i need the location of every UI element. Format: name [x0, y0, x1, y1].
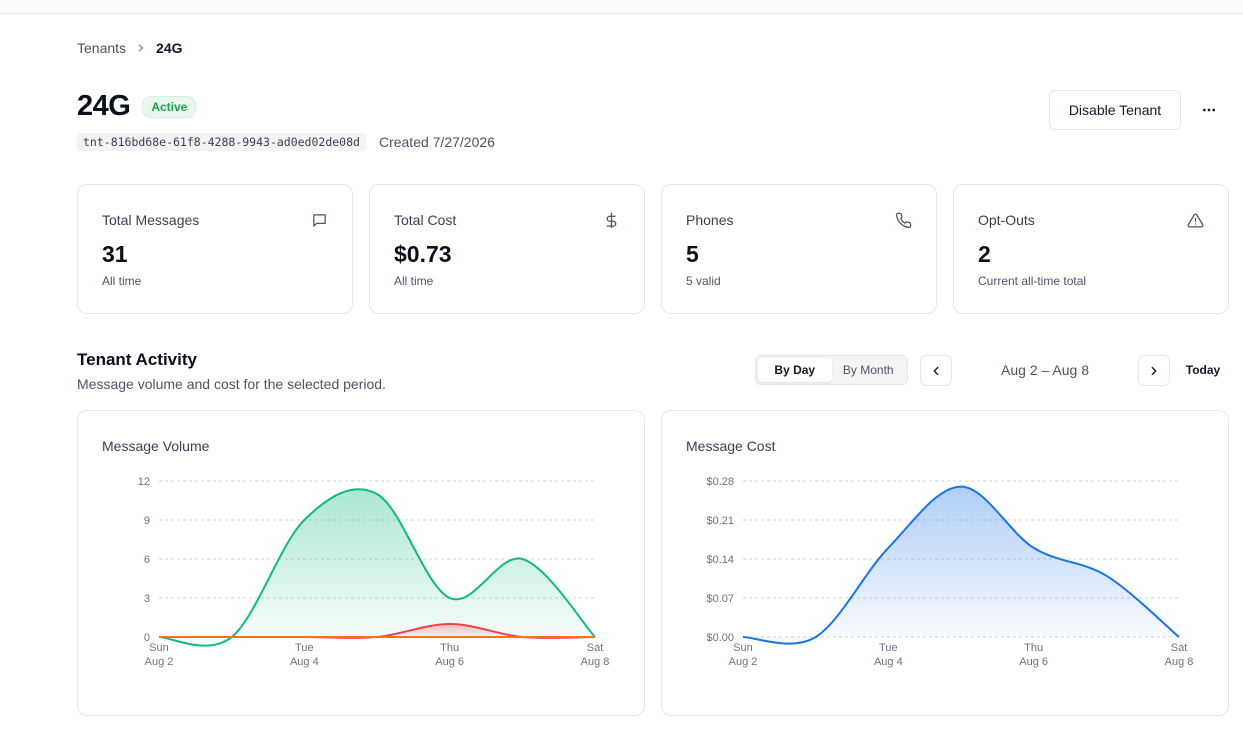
y-tick-label: $0.14 [706, 554, 734, 566]
x-tick-date-label: Aug 2 [145, 656, 174, 668]
stat-sub: Current all-time total [978, 274, 1087, 288]
breadcrumb-current: 24G [156, 40, 183, 56]
series-area [743, 486, 1179, 644]
today-button[interactable]: Today [1180, 360, 1226, 380]
title-row: 24G Active [77, 90, 197, 123]
stat-sub: 5 valid [686, 274, 721, 288]
alert-triangle-icon [1186, 211, 1204, 229]
x-tick-day-label: Tue [879, 642, 898, 654]
series-area [159, 624, 595, 638]
stat-card-phones: Phones 5 5 valid [661, 184, 937, 314]
by-day-option[interactable]: By Day [758, 358, 832, 382]
breadcrumb-tenants-link[interactable]: Tenants [77, 40, 127, 56]
y-tick-label: 0 [144, 632, 150, 644]
x-tick-day-label: Sat [587, 642, 604, 654]
x-tick-date-label: Aug 8 [581, 656, 610, 668]
x-tick-date-label: Aug 6 [1019, 656, 1048, 668]
message-volume-card: 0 3 6 9 12 Sun Aug 2 Tue Aug 4 Thu Aug 6 Sat Aug 8 M… [77, 410, 645, 716]
message-cost-card: $0.00 $0.07 $0.14 $0.21 $0.28 Sun Aug 2 Tue Aug … [661, 410, 1229, 716]
breadcrumb: Tenants 24G [77, 40, 183, 56]
stat-label: Phones [686, 212, 734, 228]
x-tick-date-label: Aug 8 [1165, 656, 1194, 668]
y-tick-label: $0.00 [706, 632, 734, 644]
more-horizontal-icon [1201, 102, 1217, 118]
chart-title: Message Cost [686, 438, 776, 454]
stat-value: 31 [102, 241, 128, 267]
stat-card-opt-outs: Opt-Outs 2 Current all-time total [953, 184, 1229, 314]
stat-card-total-cost: Total Cost $0.73 All time [369, 184, 645, 314]
tenant-id: tnt-816bd68e-61f8-4288-9943-ad0ed02de08d [77, 133, 366, 151]
dollar-icon [602, 211, 620, 229]
y-tick-label: $0.07 [706, 593, 734, 605]
stat-label: Opt-Outs [978, 212, 1035, 228]
stat-sub: All time [394, 274, 434, 288]
series-area [159, 489, 595, 646]
x-tick-day-label: Sun [733, 642, 753, 654]
date-range-label: Aug 2 – Aug 8 [1001, 362, 1089, 378]
x-tick-date-label: Aug 4 [290, 656, 319, 668]
series-line [742, 485, 1180, 645]
chevron-left-icon [929, 364, 943, 378]
chevron-right-icon [135, 42, 147, 54]
message-volume-chart: 0 3 6 9 12 Sun Aug 2 Tue Aug 4 Thu Aug 6 Sat Aug 8 [138, 476, 610, 668]
status-badge: Active [142, 95, 197, 118]
y-tick-label: 12 [138, 476, 150, 488]
activity-subtitle: Message volume and cost for the selected… [77, 376, 386, 392]
previous-range-button[interactable] [920, 355, 952, 386]
stat-sub: All time [102, 274, 142, 288]
y-tick-label: $0.21 [706, 515, 734, 527]
x-tick-day-label: Thu [1024, 642, 1043, 654]
more-options-button[interactable] [1192, 97, 1226, 123]
stat-label: Total Messages [102, 212, 200, 228]
disable-tenant-button[interactable]: Disable Tenant [1049, 90, 1181, 130]
by-month-option[interactable]: By Month [832, 358, 906, 382]
x-tick-date-label: Aug 4 [874, 656, 903, 668]
phone-icon [894, 211, 912, 229]
stat-value: $0.73 [394, 241, 452, 267]
x-tick-day-label: Tue [295, 642, 314, 654]
message-icon [310, 211, 328, 229]
y-tick-label: $0.28 [706, 476, 734, 488]
page-title: 24G [77, 90, 131, 122]
stat-label: Total Cost [394, 212, 457, 228]
message-cost-chart: $0.00 $0.07 $0.14 $0.21 $0.28 Sun Aug 2 Tue Aug … [706, 476, 1194, 668]
tenant-meta: tnt-816bd68e-61f8-4288-9943-ad0ed02de08d… [77, 133, 495, 151]
activity-title: Tenant Activity [77, 350, 197, 369]
y-tick-label: 9 [144, 515, 150, 527]
x-tick-day-label: Thu [440, 642, 459, 654]
x-tick-date-label: Aug 2 [729, 656, 758, 668]
chevron-right-icon [1147, 364, 1161, 378]
stat-value: 2 [978, 241, 991, 267]
stat-card-total-messages: Total Messages 31 All time [77, 184, 353, 314]
stat-value: 5 [686, 241, 699, 267]
y-tick-label: 3 [144, 593, 150, 605]
next-range-button[interactable] [1138, 355, 1170, 386]
period-toggle: By Day By Month [755, 355, 908, 385]
chart-title: Message Volume [102, 438, 210, 454]
x-tick-day-label: Sat [1171, 642, 1188, 654]
x-tick-day-label: Sun [149, 642, 169, 654]
top-bar [0, 0, 1243, 14]
x-tick-date-label: Aug 6 [435, 656, 464, 668]
created-date: Created 7/27/2026 [378, 134, 495, 150]
y-tick-label: 6 [144, 554, 150, 566]
